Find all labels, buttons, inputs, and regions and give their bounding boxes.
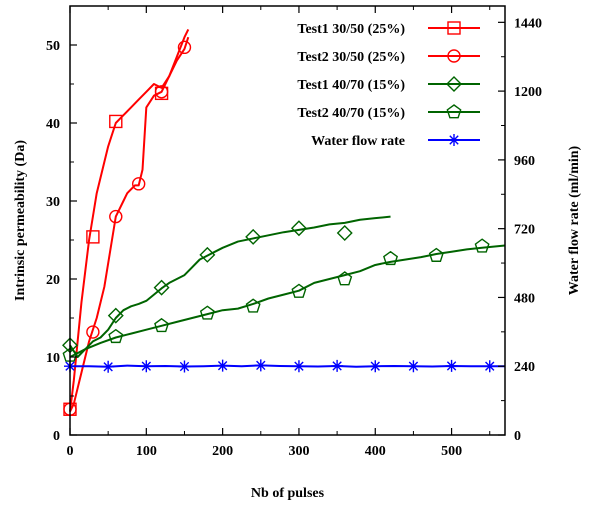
series-1-point-3 bbox=[131, 177, 146, 191]
legend-label-2: Test1 40/70 (15%) bbox=[297, 78, 405, 93]
series-3 bbox=[62, 238, 506, 362]
y2-tick-label-6: 1440 bbox=[514, 16, 542, 31]
legend-entry-2: Test1 40/70 (15%) bbox=[297, 76, 480, 93]
series-line-4 bbox=[70, 364, 505, 368]
series-line-2 bbox=[69, 215, 391, 358]
series-1-point-4 bbox=[154, 85, 169, 99]
series-0-point-2 bbox=[109, 114, 123, 129]
series-2-point-5 bbox=[290, 220, 307, 237]
series-1-point-2 bbox=[109, 209, 123, 224]
series-3-point-6 bbox=[337, 271, 353, 286]
y2-tick-label-5: 1200 bbox=[514, 85, 542, 100]
y2-tick-label-3: 720 bbox=[514, 223, 535, 238]
legend-marker-4 bbox=[448, 134, 460, 146]
y2-axis-title: Water flow rate (ml/min) bbox=[567, 145, 582, 295]
series-4-point-3 bbox=[178, 360, 191, 373]
legend-label-4: Water flow rate bbox=[311, 134, 405, 149]
x-tick-label-5: 500 bbox=[441, 444, 462, 459]
y2-tick-label-4: 960 bbox=[514, 154, 535, 169]
series-3-point-4 bbox=[245, 298, 261, 313]
series-line-1 bbox=[69, 36, 190, 413]
y-axis-title: Intrinsic permeability (Da) bbox=[13, 140, 28, 301]
series-4-point-1 bbox=[102, 360, 115, 373]
legend-entry-3: Test2 40/70 (15%) bbox=[297, 104, 480, 121]
legend-label-0: Test1 30/50 (25%) bbox=[297, 22, 405, 37]
x-tick-label-4: 400 bbox=[365, 444, 386, 459]
series-4-point-5 bbox=[254, 359, 267, 372]
series-4-point-2 bbox=[140, 360, 153, 373]
series-2-point-4 bbox=[245, 228, 262, 245]
series-3-point-8 bbox=[428, 247, 444, 262]
series-3-point-2 bbox=[154, 317, 170, 333]
x-tick-label-2: 200 bbox=[212, 444, 233, 459]
series-3-point-7 bbox=[383, 250, 399, 266]
y2-tick-label-2: 480 bbox=[514, 291, 535, 306]
series-1-point-1 bbox=[86, 325, 100, 339]
series-4-point-7 bbox=[331, 359, 344, 372]
legend-marker-2 bbox=[446, 76, 462, 92]
series-3-point-5 bbox=[291, 283, 307, 298]
series-3-point-1 bbox=[108, 328, 124, 344]
series-line-3 bbox=[69, 244, 506, 358]
series-0-point-1 bbox=[86, 230, 100, 244]
x-tick-label-0: 0 bbox=[67, 444, 74, 459]
legend-marker-0 bbox=[447, 21, 461, 35]
x-tick-label-3: 300 bbox=[288, 444, 309, 459]
legend-label-3: Test2 40/70 (15%) bbox=[297, 106, 405, 121]
series-4-point-11 bbox=[483, 360, 496, 373]
legend-entry-0: Test1 30/50 (25%) bbox=[297, 21, 480, 37]
y-tick-label-4: 40 bbox=[46, 117, 60, 132]
series-4-point-6 bbox=[292, 360, 305, 373]
series-4 bbox=[64, 359, 505, 373]
series-4-point-9 bbox=[407, 360, 420, 373]
axis-layer: 0 100 200 300 400 500010203040500240480720960… bbox=[46, 6, 542, 459]
series-2-point-3 bbox=[199, 246, 216, 263]
series-2-point-6 bbox=[336, 224, 353, 241]
series-line-0 bbox=[69, 28, 190, 412]
series-0 bbox=[63, 28, 190, 416]
series-4-point-10 bbox=[445, 359, 458, 372]
plot-frame bbox=[69, 5, 506, 436]
series-4-point-8 bbox=[369, 360, 382, 373]
legend: Test1 30/50 (25%) Test2 30/50 (25%) Test1 … bbox=[297, 21, 480, 149]
legend-entry-4: Water flow rate bbox=[311, 134, 480, 149]
series-2-point-1 bbox=[107, 307, 124, 324]
y-tick-label-1: 10 bbox=[46, 351, 60, 366]
x-axis-title: Nb of pulses bbox=[251, 486, 325, 501]
series-4-point-4 bbox=[216, 359, 229, 372]
y2-tick-label-0: 0 bbox=[514, 429, 521, 444]
series-layer bbox=[62, 28, 506, 416]
series-1 bbox=[63, 36, 192, 416]
legend-label-1: Test2 30/50 (25%) bbox=[297, 50, 405, 65]
series-3-point-3 bbox=[199, 305, 215, 320]
y-tick-label-5: 50 bbox=[46, 39, 60, 54]
y-tick-label-3: 30 bbox=[46, 195, 60, 210]
legend-marker-1 bbox=[447, 49, 461, 63]
series-1-point-5 bbox=[177, 40, 192, 55]
series-2-point-2 bbox=[153, 279, 170, 296]
y2-tick-label-1: 240 bbox=[514, 360, 535, 375]
legend-marker-3 bbox=[446, 104, 462, 119]
y-tick-label-2: 20 bbox=[46, 273, 60, 288]
legend-entry-1: Test2 30/50 (25%) bbox=[297, 49, 480, 65]
series-3-point-9 bbox=[474, 238, 490, 253]
x-tick-label-1: 100 bbox=[136, 444, 157, 459]
y-tick-label-0: 0 bbox=[53, 429, 60, 444]
